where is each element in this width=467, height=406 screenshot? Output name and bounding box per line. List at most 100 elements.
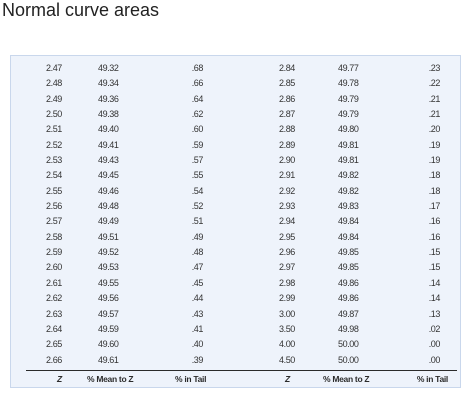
mean-to-z-left-cell: 49.40 <box>98 124 119 135</box>
mean-to-z-right-cell: 49.86 <box>338 293 359 304</box>
in-tail-left-cell: .66 <box>191 78 204 89</box>
in-tail-left-cell: .49 <box>191 231 204 242</box>
mean-to-z-left-cell: 49.51 <box>98 231 119 242</box>
mean-to-z-left-cell: 49.38 <box>98 109 119 120</box>
in-tail-left-cell: .54 <box>191 185 204 196</box>
table-row: 2.55 49.46 .54 2.92 49.82 .18 <box>11 184 460 199</box>
mean-to-z-right-cell: 50.00 <box>338 354 359 365</box>
mean-to-z-left-cell: 49.36 <box>98 93 119 104</box>
in-tail-left-cell: .43 <box>191 308 204 319</box>
mean-to-z-left-cell: 49.60 <box>98 339 119 350</box>
table-row: 2.57 49.49 .51 2.94 49.84 .16 <box>11 214 460 229</box>
in-tail-right-cell: .18 <box>428 170 441 181</box>
table-row: 2.62 49.56 .44 2.99 49.86 .14 <box>11 291 460 306</box>
in-tail-right-cell: .19 <box>428 139 441 150</box>
z-right-cell: 2.92 <box>279 185 295 196</box>
mean-to-z-left-cell: 49.34 <box>98 78 119 89</box>
table-row: 2.64 49.59 .41 3.50 49.98 .02 <box>11 322 460 337</box>
table-row: 2.54 49.45 .55 2.91 49.82 .18 <box>11 168 460 183</box>
table-row: 2.50 49.38 .62 2.87 49.79 .21 <box>11 107 460 122</box>
mean-to-z-left-cell: 49.56 <box>98 293 119 304</box>
z-right-cell: 2.84 <box>279 63 295 73</box>
table-row: 2.52 49.41 .59 2.89 49.81 .19 <box>11 138 460 153</box>
in-tail-left-cell: .59 <box>191 139 204 150</box>
column-header-z-right: Z <box>285 374 290 384</box>
normal-curve-table: 2.47 49.32 .68 2.84 49.77 .23 2.48 49.34 .66 2.85… <box>10 55 461 388</box>
column-header-z-left: Z <box>57 374 62 384</box>
z-right-cell: 2.85 <box>279 78 295 89</box>
in-tail-right-cell: .14 <box>428 277 441 288</box>
mean-to-z-right-cell: 49.79 <box>338 93 359 104</box>
z-right-cell: 2.96 <box>279 247 295 258</box>
column-header-mean-to-z-left: % Mean to Z <box>87 374 134 384</box>
mean-to-z-right-cell: 49.82 <box>338 170 359 181</box>
mean-to-z-right-cell: 49.86 <box>338 277 359 288</box>
mean-to-z-left-cell: 49.61 <box>98 354 119 365</box>
z-left-cell: 2.57 <box>46 216 62 227</box>
z-left-cell: 2.62 <box>46 293 62 304</box>
column-header-in-tail-right: % in Tail <box>416 374 448 384</box>
z-left-cell: 2.61 <box>46 277 62 288</box>
table-row: 2.63 49.57 .43 3.00 49.87 .13 <box>11 307 460 322</box>
z-right-cell: 2.97 <box>279 262 295 273</box>
mean-to-z-left-cell: 49.43 <box>98 155 119 166</box>
z-right-cell: 2.87 <box>279 109 295 120</box>
table-row: 2.51 49.40 .60 2.88 49.80 .20 <box>11 122 460 137</box>
in-tail-right-cell: .13 <box>428 308 441 319</box>
z-right-cell: 2.95 <box>279 231 295 242</box>
mean-to-z-left-cell: 49.32 <box>98 63 119 73</box>
in-tail-right-cell: .00 <box>428 339 441 350</box>
z-right-cell: 2.98 <box>279 277 295 288</box>
z-right-cell: 3.50 <box>279 323 295 334</box>
z-right-cell: 4.00 <box>279 339 295 350</box>
mean-to-z-right-cell: 49.84 <box>338 231 359 242</box>
in-tail-left-cell: .51 <box>191 216 204 227</box>
z-left-cell: 2.54 <box>46 170 62 181</box>
mean-to-z-right-cell: 49.87 <box>338 308 359 319</box>
z-left-cell: 2.51 <box>46 124 62 135</box>
z-left-cell: 2.64 <box>46 323 62 334</box>
table-row: 2.49 49.36 .64 2.86 49.79 .21 <box>11 92 460 107</box>
in-tail-right-cell: .23 <box>428 63 441 73</box>
in-tail-right-cell: .14 <box>428 293 441 304</box>
mean-to-z-right-cell: 49.82 <box>338 185 359 196</box>
z-left-cell: 2.63 <box>46 308 62 319</box>
mean-to-z-left-cell: 49.57 <box>98 308 119 319</box>
z-left-cell: 2.66 <box>46 354 62 365</box>
z-right-cell: 3.00 <box>279 308 295 319</box>
in-tail-left-cell: .62 <box>191 109 204 120</box>
mean-to-z-left-cell: 49.52 <box>98 247 119 258</box>
mean-to-z-right-cell: 50.00 <box>338 339 359 350</box>
mean-to-z-left-cell: 49.59 <box>98 323 119 334</box>
table-row: 2.60 49.53 .47 2.97 49.85 .15 <box>11 260 460 275</box>
in-tail-left-cell: .64 <box>191 93 204 104</box>
in-tail-right-cell: .16 <box>428 216 441 227</box>
mean-to-z-right-cell: 49.78 <box>338 78 359 89</box>
in-tail-right-cell: .21 <box>428 93 441 104</box>
z-left-cell: 2.47 <box>46 63 62 73</box>
table-row: 2.53 49.43 .57 2.90 49.81 .19 <box>11 153 460 168</box>
mean-to-z-left-cell: 49.49 <box>98 216 119 227</box>
z-left-cell: 2.65 <box>46 339 62 350</box>
mean-to-z-right-cell: 49.81 <box>338 139 359 150</box>
column-header-in-tail-left: % in Tail <box>175 374 207 384</box>
mean-to-z-left-cell: 49.48 <box>98 201 119 212</box>
table-row: 2.48 49.34 .66 2.85 49.78 .22 <box>11 76 460 91</box>
mean-to-z-right-cell: 49.85 <box>338 262 359 273</box>
in-tail-left-cell: .60 <box>191 124 204 135</box>
mean-to-z-left-cell: 49.53 <box>98 262 119 273</box>
in-tail-left-cell: .39 <box>191 354 204 365</box>
in-tail-right-cell: .22 <box>428 78 441 89</box>
z-right-cell: 2.99 <box>279 293 295 304</box>
mean-to-z-right-cell: 49.80 <box>338 124 359 135</box>
in-tail-right-cell: .20 <box>428 124 441 135</box>
mean-to-z-right-cell: 49.84 <box>338 216 359 227</box>
z-right-cell: 2.94 <box>279 216 295 227</box>
in-tail-left-cell: .55 <box>191 170 204 181</box>
in-tail-right-cell: .00 <box>428 354 441 365</box>
column-header-mean-to-z-right: % Mean to Z <box>323 374 370 384</box>
in-tail-right-cell: .17 <box>428 201 441 212</box>
z-left-cell: 2.53 <box>46 155 62 166</box>
mean-to-z-left-cell: 49.41 <box>98 139 119 150</box>
mean-to-z-left-cell: 49.45 <box>98 170 119 181</box>
